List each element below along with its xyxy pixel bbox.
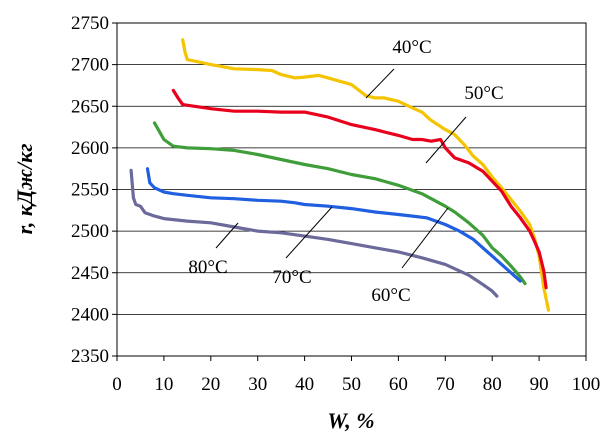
y-tick-label: 2650	[71, 96, 109, 117]
annotation-leader-line	[425, 116, 467, 164]
annotation-leader-line	[365, 68, 395, 99]
x-tick-label: 90	[530, 374, 549, 395]
y-tick-label: 2600	[71, 138, 109, 159]
series-label: 70°C	[272, 267, 311, 288]
series-line-60c	[152, 121, 527, 286]
series-line-80c	[129, 168, 499, 298]
x-tick-label: 20	[201, 374, 220, 395]
series-lines	[129, 38, 551, 312]
series-label: 60°C	[371, 285, 410, 306]
y-tick-label: 2550	[71, 180, 109, 201]
x-axis-ticks: 0 10 20 30 40 50 60 70 80 90 100	[112, 356, 600, 395]
x-tick-label: 70	[436, 374, 455, 395]
annotation-leader-line	[285, 206, 333, 259]
x-axis-title: W, %	[327, 408, 374, 433]
series-line-70c	[145, 167, 522, 283]
y-tick-label: 2750	[71, 13, 109, 34]
y-tick-label: 2450	[71, 263, 109, 284]
series-line-50c	[171, 88, 548, 290]
plot-area: 40°C 50°C 60°C 70°C 80°C	[116, 22, 587, 357]
x-tick-label: 0	[112, 374, 122, 395]
x-tick-label: 30	[248, 374, 267, 395]
series-label: 50°C	[464, 83, 503, 104]
annotations: 40°C 50°C 60°C 70°C 80°C	[188, 37, 503, 306]
y-tick-label: 2500	[71, 221, 109, 242]
annotation-leader-line	[215, 222, 239, 249]
y-axis-ticks: 2350 2400 2450 2500 2550 2600 2650 2700 2750	[71, 13, 117, 367]
series-line-40c	[181, 38, 551, 312]
x-tick-label: 100	[572, 374, 601, 395]
x-tick-label: 60	[389, 374, 408, 395]
y-tick-label: 2400	[71, 304, 109, 325]
series-label: 40°C	[392, 37, 431, 58]
y-axis-title: r, кДж/кг	[12, 144, 37, 235]
series-label: 80°C	[188, 257, 227, 278]
x-tick-label: 50	[342, 374, 361, 395]
y-tick-label: 2700	[71, 55, 109, 76]
x-tick-label: 80	[483, 374, 502, 395]
x-tick-label: 40	[295, 374, 314, 395]
y-tick-label: 2350	[71, 346, 109, 367]
annotation-leader-line	[401, 207, 449, 269]
x-tick-label: 10	[154, 374, 173, 395]
